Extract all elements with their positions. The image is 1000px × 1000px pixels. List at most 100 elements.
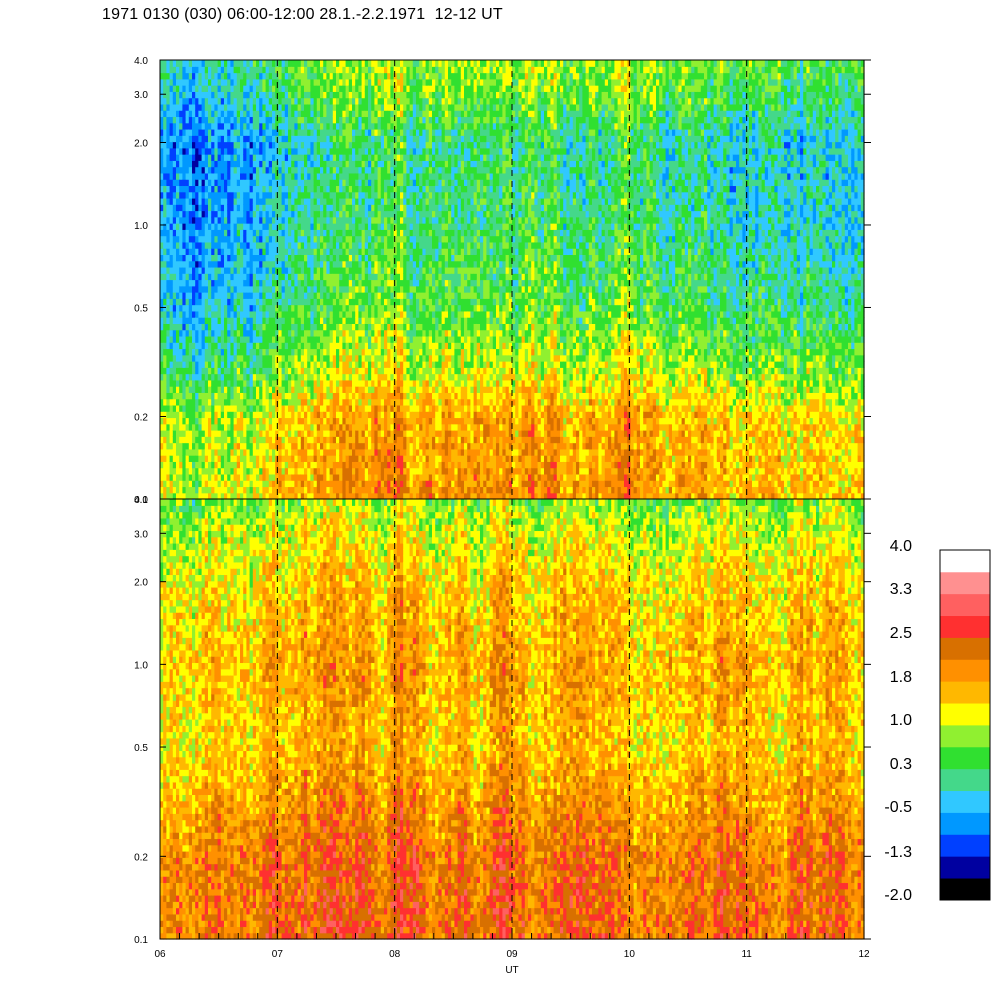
heatmap-cell	[172, 361, 177, 368]
heatmap-cell	[211, 292, 215, 299]
heatmap-cell	[160, 229, 164, 237]
heatmap-cell	[172, 241, 177, 249]
heatmap-cell	[169, 285, 174, 293]
heatmap-cell	[227, 473, 231, 481]
heatmap-cell	[179, 110, 183, 118]
heatmap-cell	[182, 191, 187, 199]
heatmap-cell	[163, 72, 167, 80]
heatmap-cell	[208, 179, 212, 187]
heatmap-cell	[176, 72, 180, 80]
heatmap-cell	[176, 317, 180, 324]
heatmap-cell	[192, 241, 196, 249]
heatmap-cell	[185, 430, 190, 437]
heatmap-cell	[176, 473, 180, 481]
heatmap-cell	[188, 398, 193, 406]
heatmap-cell	[192, 154, 196, 161]
heatmap-cell	[160, 135, 164, 143]
heatmap-cell	[214, 285, 219, 293]
heatmap-cell	[166, 72, 171, 80]
heatmap-cell	[201, 386, 206, 393]
heatmap-cell	[214, 235, 219, 243]
heatmap-cell	[160, 147, 164, 155]
heatmap-cell	[192, 66, 196, 74]
heatmap-cell	[179, 354, 183, 362]
heatmap-cell	[214, 135, 219, 143]
heatmap-cell	[176, 122, 180, 130]
heatmap-cell	[195, 329, 199, 337]
heatmap-cell	[176, 367, 180, 375]
heatmap-cell	[185, 335, 190, 343]
heatmap-cell	[198, 310, 203, 318]
heatmap-cell	[220, 241, 225, 249]
heatmap-cell	[220, 354, 225, 362]
heatmap-cell	[201, 241, 206, 249]
heatmap-cell	[182, 411, 187, 419]
heatmap-cell	[169, 172, 174, 180]
heatmap-cell	[220, 448, 225, 456]
heatmap-cell	[176, 285, 180, 293]
heatmap-cell	[166, 66, 171, 74]
heatmap-cell	[185, 191, 190, 199]
heatmap-cell	[185, 78, 190, 86]
heatmap-cell	[192, 417, 196, 425]
heatmap-cell	[179, 417, 183, 425]
heatmap-cell	[182, 185, 187, 193]
heatmap-cell	[227, 442, 231, 450]
heatmap-cell	[169, 72, 174, 80]
heatmap-cell	[214, 279, 219, 287]
heatmap-cell	[166, 473, 171, 481]
heatmap-cell	[217, 285, 222, 293]
heatmap-cell	[176, 66, 180, 74]
heatmap-cell	[163, 128, 167, 136]
heatmap-cell	[211, 78, 215, 86]
heatmap-cell	[176, 154, 180, 161]
heatmap-cell	[220, 348, 225, 356]
heatmap-cell	[185, 260, 190, 268]
heatmap-cell	[195, 235, 199, 243]
heatmap-cell	[176, 461, 180, 469]
heatmap-cell	[182, 436, 187, 444]
heatmap-cell	[179, 235, 183, 243]
heatmap-cell	[163, 154, 167, 161]
heatmap-cell	[204, 141, 209, 149]
heatmap-cell	[201, 147, 206, 155]
heatmap-cell	[179, 373, 183, 381]
heatmap-cell	[172, 467, 177, 475]
heatmap-cell	[169, 273, 174, 281]
heatmap-cell	[214, 455, 219, 462]
heatmap-cell	[185, 467, 190, 475]
heatmap-cell	[185, 72, 190, 80]
heatmap-cell	[176, 135, 180, 143]
heatmap-cell	[182, 197, 187, 205]
heatmap-cell	[214, 354, 219, 362]
heatmap-cell	[201, 436, 206, 444]
heatmap-cell	[198, 110, 203, 118]
heatmap-cell	[224, 235, 228, 243]
heatmap-cell	[176, 248, 180, 256]
heatmap-cell	[176, 423, 180, 431]
heatmap-cell	[224, 191, 228, 199]
heatmap-cell	[179, 292, 183, 299]
heatmap-cell	[220, 235, 225, 243]
heatmap-cell	[195, 486, 199, 494]
heatmap-cell	[204, 386, 209, 393]
heatmap-cell	[208, 361, 212, 368]
heatmap-cell	[182, 235, 187, 243]
heatmap-cell	[163, 210, 167, 218]
heatmap-cell	[208, 160, 212, 168]
heatmap-cell	[217, 279, 222, 287]
heatmap-cell	[188, 103, 193, 111]
heatmap-cell	[176, 298, 180, 306]
heatmap-cell	[160, 304, 164, 312]
heatmap-cell	[201, 317, 206, 324]
heatmap-cell	[217, 78, 222, 86]
heatmap-cell	[211, 423, 215, 431]
heatmap-cell	[198, 154, 203, 161]
heatmap-cell	[201, 248, 206, 256]
heatmap-cell	[195, 404, 199, 412]
heatmap-cell	[198, 361, 203, 368]
heatmap-cell	[214, 436, 219, 444]
heatmap-cell	[204, 473, 209, 481]
heatmap-cell	[188, 473, 193, 481]
heatmap-cell	[195, 248, 199, 256]
